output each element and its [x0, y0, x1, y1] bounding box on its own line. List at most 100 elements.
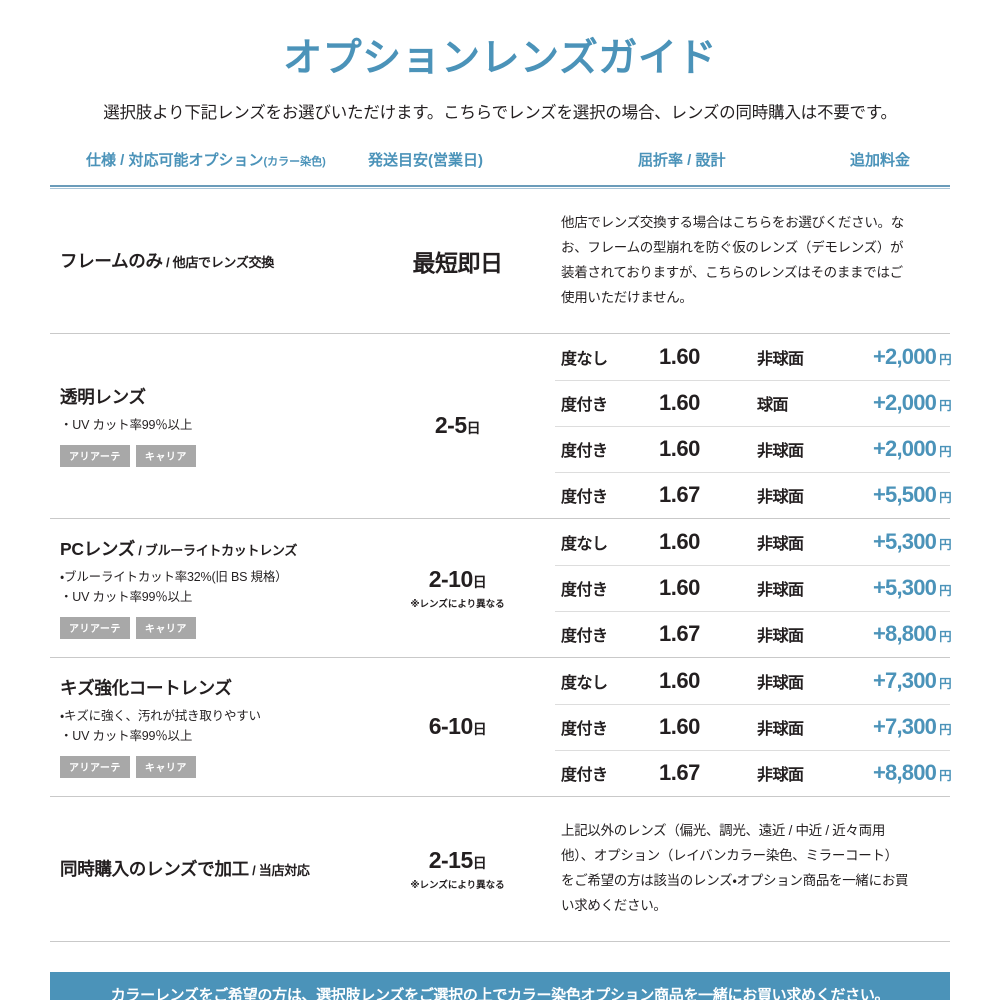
lens-option-tag[interactable]: キャリア	[135, 445, 196, 468]
spec-additional-price: +5,300 円	[873, 528, 952, 554]
spec-refractive-index: 1.67	[659, 621, 700, 647]
lens-name: 同時購入のレンズで加工 / 当店対応	[60, 859, 310, 880]
lens-option-tag[interactable]: アリアーテ	[60, 445, 130, 468]
spec-lens-design: 非球面	[757, 674, 804, 692]
lens-name: キズ強化コートレンズ	[60, 678, 232, 699]
lens-option-tag[interactable]: アリアーテ	[60, 617, 130, 640]
lens-feature-item: ・ブルーライトカット率32%(旧 BS 規格）	[60, 570, 288, 585]
lens-tag-group: アリアーテ キャリア	[60, 756, 370, 779]
lens-option-tag[interactable]: アリアーテ	[60, 756, 130, 779]
lens-tag-group: アリアーテ キャリア	[60, 445, 370, 468]
table-column-headers: 仕様 / 対応可能オプション(カラー染色) 発送目安(営業日) 屈折率 / 設計…	[50, 145, 950, 185]
header-double-rule	[50, 184, 950, 189]
lens-feature-item: ・UV カット率99％以上	[60, 418, 193, 433]
spec-power-type: 度付き	[561, 397, 608, 415]
spec-power-type: 度なし	[561, 674, 608, 692]
lens-option-tag[interactable]: キャリア	[135, 756, 196, 779]
spec-refractive-index: 1.60	[659, 390, 700, 416]
spec-additional-price: +8,800 円	[873, 621, 952, 647]
spec-price-currency: 円	[939, 352, 951, 367]
lens-feature-item: ・UV カット率99％以上	[60, 589, 193, 604]
lens-spec-option-row[interactable]: 度付き 1.67 非球面 +8,800 円	[555, 749, 952, 796]
lens-spec-option-row[interactable]: 度付き 1.60 球面 +2,000 円	[555, 379, 952, 426]
spec-lens-design: 非球面	[757, 489, 804, 507]
lens-spec-option-row[interactable]: 度付き 1.60 非球面 +5,300 円	[555, 564, 952, 611]
lens-spec-option-row[interactable]: 度なし 1.60 非球面 +5,300 円	[555, 519, 952, 565]
shipping-days-unit: 日	[466, 420, 481, 437]
spec-power-type: 度なし	[561, 350, 608, 368]
shipping-note: ※レンズにより異なる	[410, 598, 505, 610]
spec-lens-design: 非球面	[757, 721, 804, 739]
spec-price-currency: 円	[939, 399, 951, 414]
lens-feature-list: ・UV カット率99％以上	[60, 416, 370, 435]
spec-lens-design: 非球面	[757, 582, 804, 600]
spec-power-type: 度付き	[561, 443, 608, 461]
shipping-estimate-cell: 2-5日	[370, 334, 545, 518]
lens-option-row: キズ強化コートレンズ・キズに強く、汚れが拭き取りやすい ・UV カット率99％以上…	[50, 658, 952, 797]
spec-additional-price: +7,300 円	[873, 714, 952, 740]
lens-spec-option-row[interactable]: 度付き 1.60 非球面 +7,300 円	[555, 703, 952, 750]
spec-price-currency: 円	[939, 491, 951, 506]
column-header-extra-fee: 追加料金	[850, 151, 911, 169]
spec-price-currency: 円	[939, 537, 951, 552]
shipping-estimate-cell: 最短即日	[370, 189, 545, 333]
lens-option-row: 同時購入のレンズで加工 / 当店対応 2-15日 ※レンズにより異なる 上記以外のレン…	[50, 797, 950, 942]
spec-refractive-index: 1.67	[659, 760, 700, 786]
spec-power-type: 度付き	[561, 489, 608, 507]
shipping-days-unit: 日	[472, 854, 487, 871]
lens-description: 他店でレンズ交換する場合はこちらをお選びください。なお、フレームの型崩れを防ぐ仮…	[561, 214, 904, 305]
spec-lens-design: 非球面	[757, 443, 804, 461]
lens-spec-option-row[interactable]: 度なし 1.60 非球面 +7,300 円	[555, 658, 952, 704]
lens-spec-options: 度なし 1.60 非球面 +5,300 円度付き 1.60 非球面 +5,300 円度付き 1.6…	[515, 519, 952, 657]
lens-feature-item: ・キズに強く、汚れが拭き取りやすい	[60, 709, 261, 724]
column-header-spec-note: (カラー染色)	[263, 155, 326, 168]
lens-spec-options: 度なし 1.60 非球面 +2,000 円度付き 1.60 球面 +2,000 円度付き 1.60…	[515, 334, 952, 518]
spec-additional-price: +5,300 円	[873, 575, 952, 601]
lens-option-row: PCレンズ / ブルーライトカットレンズ ・ブルーライトカット率32%(旧 BS …	[50, 519, 952, 658]
spec-lens-design: 非球面	[757, 767, 804, 785]
spec-power-type: 度なし	[561, 535, 608, 553]
lens-spec-option-row[interactable]: 度付き 1.60 非球面 +2,000 円	[555, 425, 952, 472]
lens-spec-options: 度なし 1.60 非球面 +7,300 円度付き 1.60 非球面 +7,300 円度付き 1.6…	[515, 658, 952, 796]
spec-price-currency: 円	[939, 445, 951, 460]
spec-price-currency: 円	[939, 676, 951, 691]
page-title: オプションレンズガイド	[283, 37, 717, 80]
spec-lens-design: 球面	[757, 397, 789, 415]
spec-refractive-index: 1.60	[659, 575, 700, 601]
column-header-shipping: 発送目安(営業日)	[368, 151, 483, 169]
lens-option-tag[interactable]: キャリア	[135, 617, 196, 640]
shipping-days-unit: 日	[472, 573, 487, 590]
lens-option-row: フレームのみ / 他店でレンズ交換 最短即日 他店でレンズ交換する場合はこちらをお選…	[50, 189, 950, 334]
shipping-days-unit: 日	[472, 721, 487, 738]
spec-price-currency: 円	[939, 584, 951, 599]
shipping-days: 2-10日	[428, 565, 487, 592]
lens-spec-cell: フレームのみ / 他店でレンズ交換	[60, 189, 370, 333]
lens-spec-option-row[interactable]: 度付き 1.67 非球面 +5,500 円	[555, 471, 952, 518]
page-subtitle: 選択肢より下記レンズをお選びいただけます。こちらでレンズを選択の場合、レンズの同…	[103, 103, 897, 122]
lens-name-sub: / 他店でレンズ交換	[162, 255, 274, 271]
lens-feature-item: ・UV カット率99％以上	[60, 728, 193, 743]
spec-refractive-index: 1.60	[659, 528, 700, 554]
column-header-spec: 仕様 / 対応可能オプション(カラー染色)	[86, 151, 326, 169]
spec-power-type: 度付き	[561, 767, 608, 785]
spec-lens-design: 非球面	[757, 350, 804, 368]
lens-spec-cell: PCレンズ / ブルーライトカットレンズ ・ブルーライトカット率32%(旧 BS …	[60, 519, 370, 657]
spec-refractive-index: 1.60	[659, 667, 700, 693]
lens-option-row: 透明レンズ ・UV カット率99％以上 アリアーテ キャリア 2-5日 度なし 1.60 非球…	[50, 334, 952, 519]
spec-price-currency: 円	[939, 723, 951, 738]
spec-power-type: 度付き	[561, 582, 608, 600]
spec-additional-price: +5,500 円	[873, 482, 952, 508]
lens-spec-cell: 透明レンズ ・UV カット率99％以上 アリアーテ キャリア	[60, 334, 370, 518]
lens-name: フレームのみ / 他店でレンズ交換	[60, 251, 274, 272]
spec-additional-price: +8,800 円	[873, 760, 952, 786]
lens-feature-list: ・ブルーライトカット率32%(旧 BS 規格） ・UV カット率99％以上	[60, 568, 370, 607]
lens-description: 上記以外のレンズ（偏光、調光、遠近 / 中近 / 近々両用 他）、オプション（レ…	[561, 822, 909, 913]
spec-refractive-index: 1.60	[659, 714, 700, 740]
lens-spec-option-row[interactable]: 度なし 1.60 非球面 +2,000 円	[555, 334, 952, 380]
spec-power-type: 度付き	[561, 628, 608, 646]
spec-additional-price: +2,000 円	[873, 343, 952, 369]
lens-options-table: フレームのみ / 他店でレンズ交換 最短即日 他店でレンズ交換する場合はこちらをお選…	[50, 189, 952, 942]
shipping-estimate-cell: 2-10日 ※レンズにより異なる	[370, 519, 545, 657]
lens-spec-option-row[interactable]: 度付き 1.67 非球面 +8,800 円	[555, 610, 952, 657]
